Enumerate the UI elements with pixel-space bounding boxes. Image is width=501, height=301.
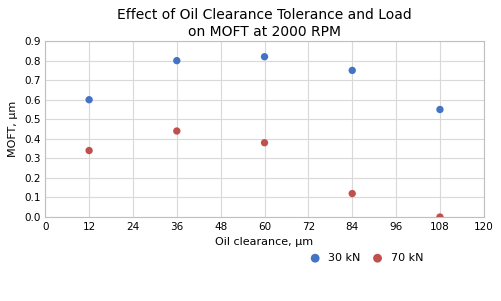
30 kN	[348, 68, 356, 73]
X-axis label: Oil clearance, μm: Oil clearance, μm	[215, 237, 313, 247]
70 kN	[435, 215, 443, 219]
Legend: 30 kN, 70 kN: 30 kN, 70 kN	[299, 249, 427, 268]
30 kN	[435, 107, 443, 112]
30 kN	[85, 97, 93, 102]
30 kN	[172, 58, 180, 63]
70 kN	[260, 140, 268, 145]
70 kN	[348, 191, 356, 196]
Y-axis label: MOFT, μm: MOFT, μm	[9, 101, 19, 157]
30 kN	[260, 54, 268, 59]
70 kN	[85, 148, 93, 153]
70 kN	[172, 129, 180, 133]
Title: Effect of Oil Clearance Tolerance and Load
on MOFT at 2000 RPM: Effect of Oil Clearance Tolerance and Lo…	[117, 8, 411, 39]
